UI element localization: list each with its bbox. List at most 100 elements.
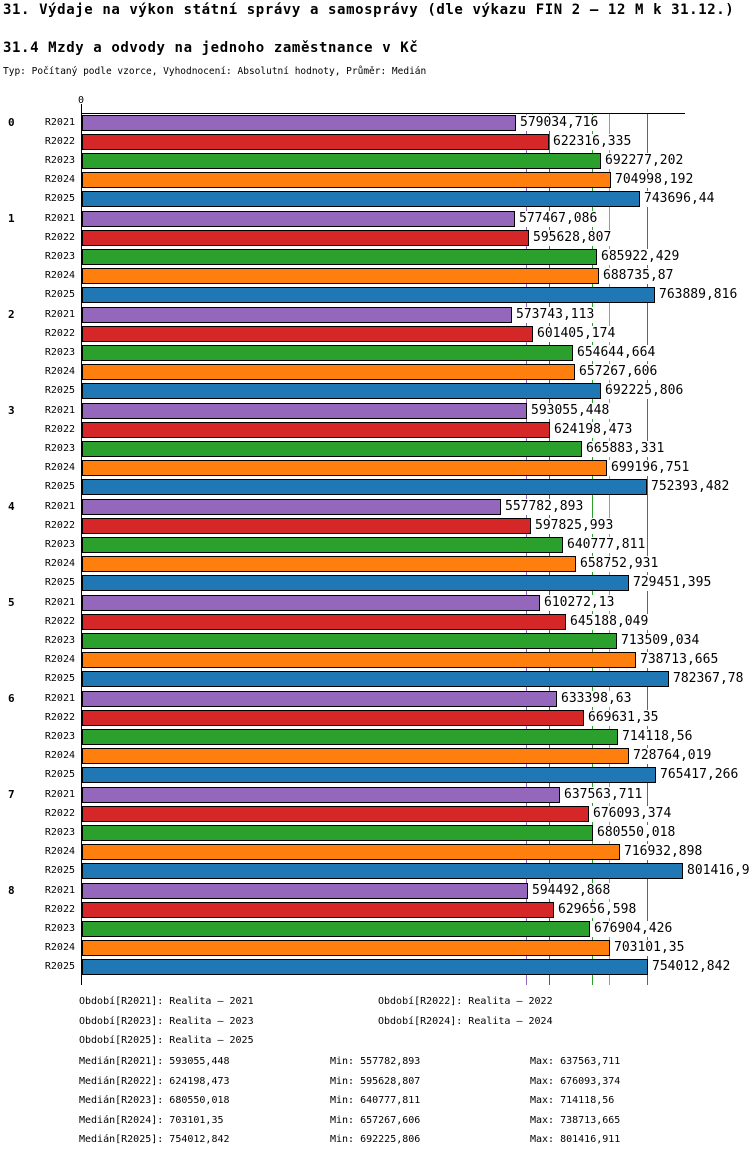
bar-r2025-group-6: [82, 767, 656, 783]
bar-value-label-r2023-group-4: 640777,811: [565, 537, 648, 553]
series-label-r2023-group-8: R2023: [44, 923, 75, 934]
bar-r2024-group-3: [82, 460, 607, 476]
bar-value-label-r2021-group-7: 637563,711: [562, 787, 645, 803]
group-label-7: 7: [8, 788, 15, 801]
series-label-r2022-group-4: R2022: [44, 520, 75, 531]
bar-r2022-group-8: [82, 902, 554, 918]
series-label-r2022-group-0: R2022: [44, 136, 75, 147]
bar-r2022-group-7: [82, 806, 589, 822]
bar-r2024-group-2: [82, 364, 575, 380]
series-label-r2025-group-8: R2025: [44, 961, 75, 972]
stat-max-r2022: Max: 676093,374: [530, 1076, 621, 1087]
series-label-r2022-group-3: R2022: [44, 424, 75, 435]
group-label-2: 2: [8, 308, 15, 321]
bar-r2025-group-4: [82, 575, 629, 591]
bar-r2023-group-3: [82, 441, 582, 457]
group-label-6: 6: [8, 692, 15, 705]
series-label-r2025-group-2: R2025: [44, 385, 75, 396]
bar-r2021-group-8: [82, 883, 528, 899]
bar-r2022-group-6: [82, 710, 584, 726]
bar-r2025-group-8: [82, 959, 648, 975]
series-label-r2022-group-8: R2022: [44, 904, 75, 915]
series-label-r2023-group-5: R2023: [44, 635, 75, 646]
bar-value-label-r2023-group-1: 685922,429: [599, 249, 682, 265]
bar-r2021-group-7: [82, 787, 560, 803]
series-label-r2024-group-8: R2024: [44, 942, 75, 953]
bar-value-label-r2022-group-0: 622316,335: [551, 134, 634, 150]
series-label-r2021-group-7: R2021: [44, 789, 75, 800]
bar-r2023-group-5: [82, 633, 617, 649]
bar-value-label-r2022-group-8: 629656,598: [556, 902, 639, 918]
group-label-4: 4: [8, 500, 15, 513]
bar-r2025-group-1: [82, 287, 655, 303]
stat-min-r2022: Min: 595628,807: [330, 1076, 421, 1087]
series-label-r2025-group-5: R2025: [44, 673, 75, 684]
bar-value-label-r2023-group-0: 692277,202: [603, 153, 686, 169]
series-label-r2021-group-1: R2021: [44, 213, 75, 224]
bar-r2021-group-5: [82, 595, 540, 611]
series-label-r2021-group-6: R2021: [44, 693, 75, 704]
bar-r2024-group-7: [82, 844, 620, 860]
bar-value-label-r2024-group-6: 728764,019: [631, 748, 714, 764]
bar-value-label-r2022-group-5: 645188,049: [568, 614, 651, 630]
bar-r2025-group-7: [82, 863, 683, 879]
series-label-r2025-group-1: R2025: [44, 289, 75, 300]
bar-r2023-group-2: [82, 345, 573, 361]
x-axis-line: [81, 113, 685, 114]
bar-value-label-r2025-group-7: 801416,911: [685, 863, 750, 879]
bar-value-label-r2023-group-5: 713509,034: [619, 633, 702, 649]
stat-min-r2025: Min: 692225,806: [330, 1134, 421, 1145]
bar-r2021-group-6: [82, 691, 557, 707]
bar-value-label-r2023-group-8: 676904,426: [592, 921, 675, 937]
series-label-r2021-group-2: R2021: [44, 309, 75, 320]
bar-value-label-r2024-group-7: 716932,898: [622, 844, 705, 860]
stat-median-r2021: Medián[R2021]: 593055,448: [79, 1056, 230, 1067]
bar-r2022-group-4: [82, 518, 531, 534]
bar-r2021-group-3: [82, 403, 527, 419]
stat-max-r2021: Max: 637563,711: [530, 1056, 621, 1067]
bar-r2023-group-0: [82, 153, 601, 169]
bar-value-label-r2025-group-6: 765417,266: [658, 767, 741, 783]
series-label-r2023-group-7: R2023: [44, 827, 75, 838]
stat-median-r2024: Medián[R2024]: 703101,35: [79, 1115, 224, 1126]
stat-max-r2025: Max: 801416,911: [530, 1134, 621, 1145]
series-label-r2024-group-3: R2024: [44, 462, 75, 473]
series-label-r2024-group-7: R2024: [44, 846, 75, 857]
bar-r2022-group-1: [82, 230, 529, 246]
series-label-r2023-group-1: R2023: [44, 251, 75, 262]
bar-value-label-r2023-group-3: 665883,331: [584, 441, 667, 457]
bar-value-label-r2023-group-7: 680550,018: [595, 825, 678, 841]
series-label-r2021-group-5: R2021: [44, 597, 75, 608]
bar-value-label-r2022-group-2: 601405,174: [535, 326, 618, 342]
series-label-r2021-group-8: R2021: [44, 885, 75, 896]
bar-value-label-r2022-group-7: 676093,374: [591, 806, 674, 822]
series-label-r2022-group-5: R2022: [44, 616, 75, 627]
series-label-r2022-group-6: R2022: [44, 712, 75, 723]
bar-r2021-group-1: [82, 211, 515, 227]
bar-r2023-group-4: [82, 537, 563, 553]
bar-value-label-r2021-group-6: 633398,63: [559, 691, 634, 707]
series-label-r2024-group-2: R2024: [44, 366, 75, 377]
median-line-r2025: [647, 113, 648, 985]
bar-r2025-group-2: [82, 383, 601, 399]
series-label-r2023-group-2: R2023: [44, 347, 75, 358]
axis-zero-tick-label: 0: [77, 95, 85, 106]
bar-value-label-r2024-group-0: 704998,192: [613, 172, 696, 188]
legend-period-r2024: Období[R2024]: Realita – 2024: [378, 1016, 553, 1027]
group-label-5: 5: [8, 596, 15, 609]
series-label-r2024-group-5: R2024: [44, 654, 75, 665]
series-label-r2025-group-7: R2025: [44, 865, 75, 876]
bar-r2022-group-2: [82, 326, 533, 342]
bar-r2023-group-1: [82, 249, 597, 265]
bar-value-label-r2022-group-6: 669631,35: [586, 710, 661, 726]
series-label-r2021-group-4: R2021: [44, 501, 75, 512]
group-label-3: 3: [8, 404, 15, 417]
bar-r2024-group-0: [82, 172, 611, 188]
bar-value-label-r2022-group-3: 624198,473: [552, 422, 635, 438]
group-label-1: 1: [8, 212, 15, 225]
stat-median-r2023: Medián[R2023]: 680550,018: [79, 1095, 230, 1106]
legend-period-r2022: Období[R2022]: Realita – 2022: [378, 996, 553, 1007]
bar-value-label-r2025-group-0: 743696,44: [642, 191, 717, 207]
stat-min-r2024: Min: 657267,606: [330, 1115, 421, 1126]
bar-value-label-r2023-group-6: 714118,56: [620, 729, 695, 745]
